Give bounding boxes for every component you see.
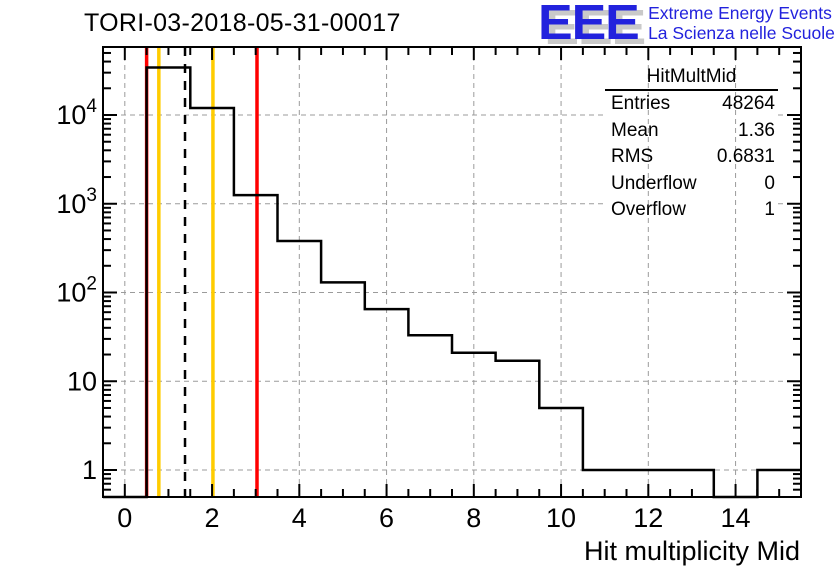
x-tick-label: 4: [292, 503, 307, 533]
stats-value: 48264: [722, 93, 775, 114]
x-tick-label: 12: [633, 503, 663, 533]
stats-row: Overflow 1: [605, 197, 778, 224]
histogram-step-line: [103, 66, 801, 499]
x-tick-label: 6: [379, 503, 394, 533]
stats-box-background: [605, 66, 778, 226]
y-tick-label: 10: [67, 366, 97, 396]
stats-label: RMS: [611, 146, 654, 167]
x-tick-label: 14: [721, 503, 751, 533]
y-tick-label: 103: [56, 185, 97, 219]
stats-value: 1: [764, 199, 775, 220]
x-tick-label: 2: [205, 503, 220, 533]
stats-row: RMS 0.6831: [605, 144, 778, 171]
stats-label: Entries: [611, 93, 671, 114]
eee-logo-letters: EEE: [538, 0, 640, 50]
stats-title: HitMultMid: [605, 66, 778, 91]
stats-box: HitMultMid Entries 48264 Mean 1.36 RMS 0…: [605, 66, 778, 224]
stats-value: 0.6831: [716, 146, 775, 167]
eee-logo-line1: Extreme Energy Events: [648, 3, 832, 23]
eee-logo-line2: La Scienza nelle Scuole: [648, 22, 835, 43]
stats-value: 0: [764, 172, 775, 194]
x-tick-label: 0: [117, 503, 132, 533]
y-tick-label: 104: [56, 96, 97, 130]
y-tick-label: 102: [56, 274, 97, 308]
stats-row: Mean 1.36: [605, 118, 778, 145]
stats-row: Underflow 0: [605, 171, 778, 198]
eee-logo-text: Extreme Energy Events La Scienza nelle S…: [648, 3, 835, 43]
stats-row: Entries 48264: [605, 91, 778, 118]
stats-label: Overflow: [611, 199, 686, 220]
x-tick-label: 10: [546, 503, 576, 533]
eee-logo: EEE Extreme Energy Events La Scienza nel…: [538, 0, 835, 50]
y-tick-label: 1: [82, 455, 97, 485]
x-tick-label: 8: [466, 503, 481, 533]
x-axis-title: Hit multiplicity Mid: [584, 536, 800, 566]
plot-title: TORI-03-2018-05-31-00017: [84, 9, 401, 37]
stats-label: Underflow: [611, 172, 697, 194]
stats-label: Mean: [611, 119, 659, 141]
stats-value: 1.36: [738, 119, 775, 141]
